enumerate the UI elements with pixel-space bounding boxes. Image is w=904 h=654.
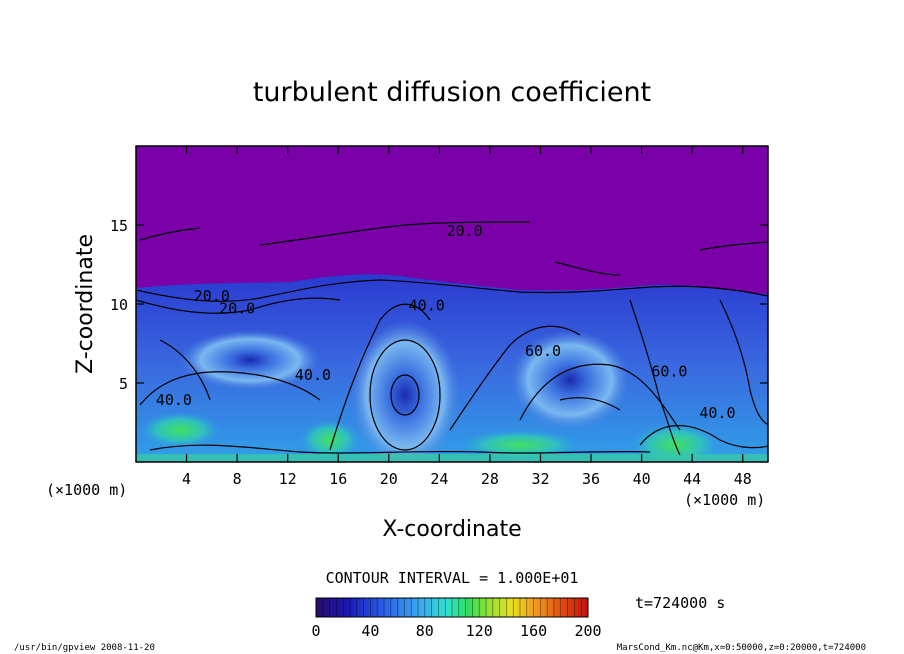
colorbar-ticks: 0 40 80 120 160 200 [311, 622, 601, 640]
y-tick-label: 10 [110, 296, 128, 314]
contour-line [329, 303, 431, 451]
contour-label: 40.0 [699, 404, 735, 422]
footer-left: /usr/bin/gpview 2008-11-20 [14, 643, 155, 653]
contour-line [136, 279, 768, 302]
contour-line [259, 221, 531, 246]
contour-line [369, 339, 441, 451]
hot-spot-far-left [140, 412, 220, 448]
colorbar-tick-label: 80 [416, 622, 434, 640]
x-tick-label: 40 [633, 470, 651, 488]
contour-line [629, 299, 681, 456]
surface-band [136, 454, 768, 462]
x-unit-right: (×1000 m) [684, 491, 765, 509]
contour-labels: 20.020.020.040.040.040.040.060.060.0 [156, 222, 736, 422]
x-tick-label: 16 [329, 470, 347, 488]
contour-label: 60.0 [525, 342, 561, 360]
x-tick-label: 44 [683, 470, 701, 488]
contour-line [554, 261, 621, 276]
contour-label: 20.0 [219, 299, 255, 317]
colorbar-tick-label: 200 [574, 622, 601, 640]
x-tick-label: 20 [380, 470, 398, 488]
contour-label: 20.0 [194, 287, 230, 305]
x-tick-label: 36 [582, 470, 600, 488]
x-tick-label: 24 [430, 470, 448, 488]
x-tick-label: 48 [734, 470, 752, 488]
contour-interval-label: CONTOUR INTERVAL = 1.000E+01 [326, 569, 579, 587]
x-axis: 4 8 12 16 20 24 28 32 36 40 44 48 [182, 146, 752, 488]
contour-line [149, 444, 651, 454]
x-tick-label: 4 [182, 470, 191, 488]
colorbar-tick-label: 160 [520, 622, 547, 640]
contour-label: 60.0 [651, 363, 687, 381]
y-tick-label: 15 [110, 217, 128, 235]
colorbar-tick-label: 120 [466, 622, 493, 640]
heatmap-field: 20.020.020.040.040.040.040.060.060.0 [136, 146, 768, 462]
contour-line [719, 299, 768, 426]
colorbar-stripes [322, 598, 582, 617]
contour-label: 40.0 [156, 391, 192, 409]
colorbar-tick-label: 0 [311, 622, 320, 640]
x-tick-label: 28 [481, 470, 499, 488]
contour-line [390, 374, 420, 416]
colorbar-tick-label: 40 [361, 622, 379, 640]
contour-line [639, 425, 768, 449]
colorbar-frame [315, 597, 589, 618]
contour-line [139, 227, 201, 241]
central-vortex [350, 320, 460, 462]
x-axis-label: X-coordinate [382, 517, 521, 542]
contour-label: 40.0 [295, 366, 331, 384]
hot-spot-left [300, 420, 360, 460]
x-tick-label: 8 [233, 470, 242, 488]
y-axis-label: Z-coordinate [73, 234, 98, 374]
contour-line [159, 339, 211, 401]
contour-line [699, 241, 768, 251]
contour-line [559, 397, 621, 411]
y-tick-label: 5 [119, 375, 128, 393]
contour-lines [136, 221, 768, 456]
contour-line [136, 297, 341, 314]
y-axis: 5 10 15 [110, 217, 768, 393]
contour-label: 40.0 [409, 296, 445, 314]
footer-right: MarsCond_Km.nc@Km,x=0:50000,z=0:20000,t=… [617, 643, 866, 653]
x-tick-label: 12 [279, 470, 297, 488]
contour-label: 20.0 [447, 222, 483, 240]
contour-line [139, 371, 321, 406]
x-unit-left: (×1000 m) [46, 481, 127, 499]
contour-line [449, 325, 581, 431]
chart-title: turbulent diffusion coefficient [253, 77, 651, 108]
left-vortex [180, 330, 320, 390]
right-vortex [510, 330, 630, 430]
time-label: t=724000 s [635, 594, 725, 612]
x-tick-label: 32 [531, 470, 549, 488]
